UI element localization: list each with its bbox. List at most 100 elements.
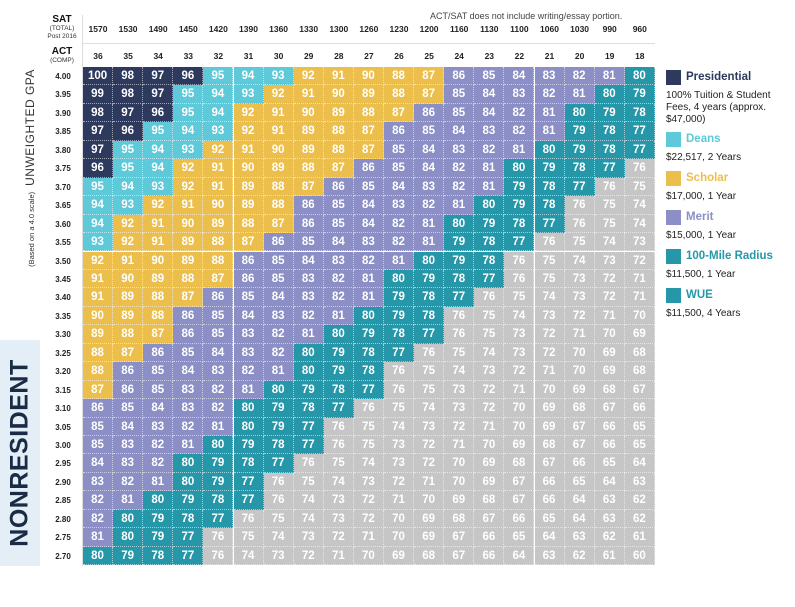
grid-cell: 65 — [534, 509, 565, 529]
grid-cell: 82 — [474, 140, 505, 160]
grid-cell: 70 — [384, 509, 415, 529]
grid-cell: 64 — [594, 472, 625, 492]
grid-cell: 97 — [113, 103, 144, 123]
sat-tick: 1300 — [329, 24, 349, 34]
grid-cell: 88 — [143, 306, 174, 326]
grid-cell: 81 — [323, 306, 354, 326]
grid-cell: 96 — [83, 159, 114, 178]
grid-cell: 69 — [444, 491, 475, 510]
grid-cell: 91 — [323, 67, 354, 86]
grid-cell: 100 — [83, 67, 114, 86]
grid-cell: 83 — [534, 67, 565, 86]
grid-cell: 96 — [173, 67, 204, 86]
grid-cell: 73 — [504, 343, 535, 363]
grid-cell: 80 — [233, 399, 264, 418]
grid-cell: 88 — [203, 233, 234, 252]
grid-cell: 72 — [534, 325, 565, 344]
grid-cell: 80 — [113, 509, 144, 529]
gpa-tick: 3.95 — [55, 90, 71, 100]
grid-cell: 93 — [233, 85, 264, 104]
grid-cell: 70 — [504, 417, 535, 436]
grid-cell: 91 — [83, 288, 114, 307]
sat-tick: 1450 — [178, 24, 198, 34]
grid-cell: 94 — [173, 122, 204, 141]
grid-cell: 80 — [143, 491, 174, 510]
grid-cell: 79 — [624, 85, 655, 104]
grid-cell: 85 — [113, 399, 144, 418]
grid-cell: 84 — [113, 417, 144, 436]
grid-cell: 78 — [233, 454, 264, 473]
grid-cell: 79 — [353, 325, 384, 344]
grid-cell: 84 — [474, 85, 505, 104]
gpa-axis-subtitle: (Based on a 4.0 scale) — [27, 191, 36, 267]
grid-cell: 83 — [474, 122, 505, 141]
grid-cell: 64 — [564, 491, 595, 510]
grid-cell: 80 — [594, 85, 625, 104]
grid-cell: 70 — [534, 380, 565, 400]
grid-cell: 71 — [474, 417, 505, 436]
grid-cell: 96 — [143, 103, 174, 123]
grid-cell: 98 — [83, 103, 114, 123]
grid-cell: 78 — [594, 140, 625, 160]
grid-cell: 76 — [564, 196, 595, 215]
gpa-axis-label: UNWEIGHTED GPA — [23, 69, 37, 186]
legend-name-radius: 100-Mile Radius — [686, 250, 773, 262]
grid-cell: 72 — [323, 528, 354, 547]
grid-cell: 73 — [263, 546, 294, 566]
grid-cell: 92 — [173, 159, 204, 178]
gpa-tick: 3.40 — [55, 293, 71, 303]
act-tick: 20 — [574, 51, 585, 61]
grid-cell: 84 — [444, 122, 475, 141]
grid-cell: 75 — [624, 177, 655, 197]
grid-cell: 97 — [143, 67, 174, 86]
grid-cell: 85 — [414, 122, 445, 141]
grid-cell: 79 — [143, 509, 174, 529]
grid-cell: 83 — [173, 399, 204, 418]
sat-title: SAT — [52, 14, 72, 25]
grid-cell: 79 — [143, 528, 174, 547]
grid-cell: 82 — [173, 417, 204, 436]
grid-cell: 90 — [143, 251, 174, 270]
grid-cell: 85 — [203, 306, 234, 326]
gpa-tick: 2.95 — [55, 459, 71, 469]
grid-cell: 73 — [323, 509, 354, 529]
grid-cell: 88 — [83, 362, 114, 381]
grid-cell: 77 — [384, 343, 415, 363]
grid-cell: 63 — [594, 509, 625, 529]
grid-cell: 80 — [323, 325, 354, 344]
act-tick: 22 — [514, 51, 525, 61]
legend-desc-merit: $15,000, 1 Year — [666, 230, 737, 241]
grid-cell: 83 — [233, 325, 264, 344]
grid-cell: 89 — [203, 214, 234, 234]
grid-cell: 88 — [233, 214, 264, 234]
gpa-tick: 3.80 — [55, 145, 71, 155]
grid-cell: 84 — [353, 196, 384, 215]
grid-cell: 76 — [504, 251, 535, 270]
grid-cell: 85 — [323, 214, 354, 234]
grid-cell: 74 — [293, 509, 324, 529]
grid-cell: 89 — [113, 306, 144, 326]
grid-cell: 61 — [624, 528, 655, 547]
grid-cell: 82 — [263, 325, 294, 344]
grid-cell: 74 — [624, 196, 655, 215]
grid-cell: 82 — [143, 454, 174, 473]
grid-cell: 82 — [504, 103, 535, 123]
grid-cell: 87 — [233, 233, 264, 252]
gpa-tick: 3.50 — [55, 256, 71, 266]
grid-cell: 91 — [233, 140, 264, 160]
act-tick: 19 — [604, 51, 615, 61]
grid-cell: 97 — [83, 122, 114, 141]
grid-cell: 64 — [564, 509, 595, 529]
sat-tick: 1030 — [570, 24, 590, 34]
grid-cell: 78 — [353, 343, 384, 363]
grid-cell: 70 — [504, 399, 535, 418]
grid-cell: 76 — [594, 177, 625, 197]
grid-cell: 96 — [113, 122, 144, 141]
grid-cell: 82 — [83, 491, 114, 510]
grid-cell: 76 — [233, 509, 264, 529]
gpa-tick: 3.55 — [55, 238, 71, 248]
gpa-tick: 3.85 — [55, 127, 71, 137]
grid-cell: 76 — [203, 528, 234, 547]
grid-cell: 80 — [564, 103, 595, 123]
grid-cell: 90 — [323, 85, 354, 104]
